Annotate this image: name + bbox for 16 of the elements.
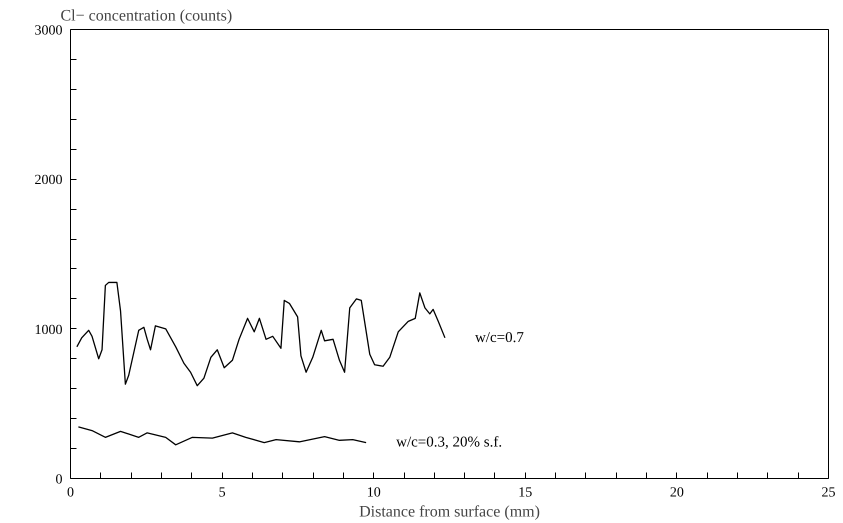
- x-tick-label: 15: [518, 486, 532, 500]
- y-tick-label: 1000: [34, 322, 62, 338]
- y-tick-label: 0: [56, 472, 62, 488]
- x-tick-label: 0: [67, 486, 74, 500]
- x-tick-label: 5: [218, 486, 226, 500]
- y-tick-label: 2000: [34, 173, 62, 188]
- series-label: w/c=0.7: [474, 330, 524, 346]
- y-tick-label: 3000: [34, 24, 62, 38]
- y-axis-title: Cl− concentration (counts): [60, 8, 232, 24]
- x-tick-label: 25: [822, 486, 836, 500]
- line-series: [78, 426, 367, 446]
- line-series: [76, 282, 446, 386]
- x-tick-label: 10: [366, 486, 381, 500]
- x-tick-label: 20: [670, 486, 684, 500]
- x-axis-title: Distance from surface (mm): [359, 504, 540, 520]
- series-label: w/c=0.3, 20% s.f.: [396, 434, 502, 451]
